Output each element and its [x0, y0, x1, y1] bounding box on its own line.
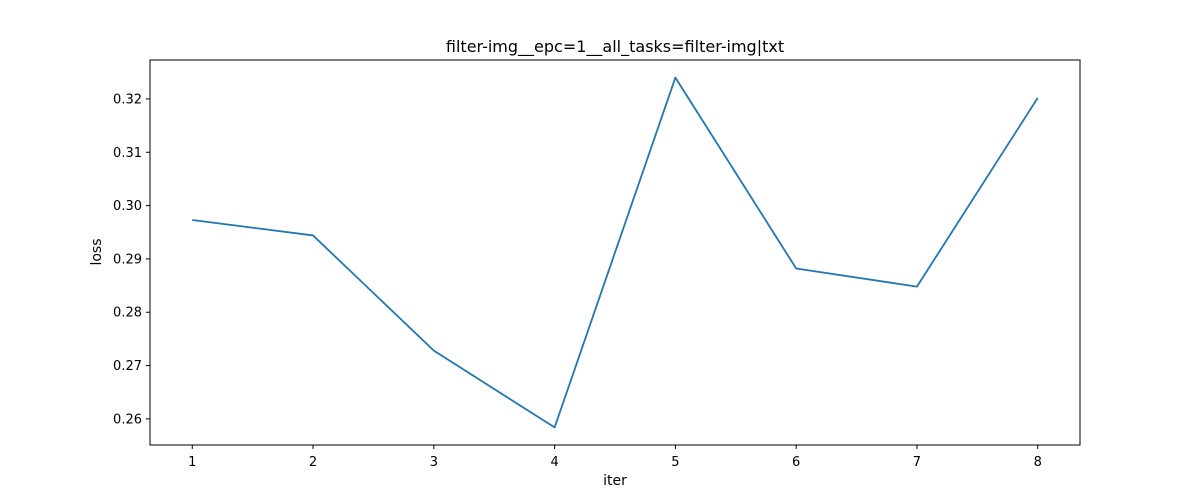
x-tick-label: 7: [913, 455, 921, 470]
x-tick-label: 2: [309, 455, 317, 470]
y-tick-label: 0.29: [113, 252, 142, 267]
x-tick-label: 6: [792, 455, 800, 470]
y-axis-ticks: 0.26 0.27 0.28 0.29 0.30 0.31 0.32: [113, 92, 150, 427]
x-tick-label: 1: [188, 455, 196, 470]
y-tick-label: 0.26: [113, 412, 142, 427]
y-tick-label: 0.32: [113, 92, 142, 107]
x-axis-label: iter: [603, 473, 627, 489]
x-tick-label: 4: [550, 455, 558, 470]
y-tick-label: 0.27: [113, 359, 142, 374]
y-tick-label: 0.28: [113, 306, 142, 321]
y-tick-label: 0.31: [113, 146, 142, 161]
y-axis-label: loss: [89, 238, 105, 265]
y-tick-label: 0.30: [113, 199, 142, 214]
x-tick-label: 8: [1034, 455, 1042, 470]
x-axis-ticks: 1 2 3 4 5 6 7 8: [188, 445, 1042, 470]
x-tick-label: 5: [671, 455, 679, 470]
x-tick-label: 3: [430, 455, 438, 470]
chart-title: filter-img__epc=1__all_tasks=filter-img|…: [446, 37, 784, 57]
